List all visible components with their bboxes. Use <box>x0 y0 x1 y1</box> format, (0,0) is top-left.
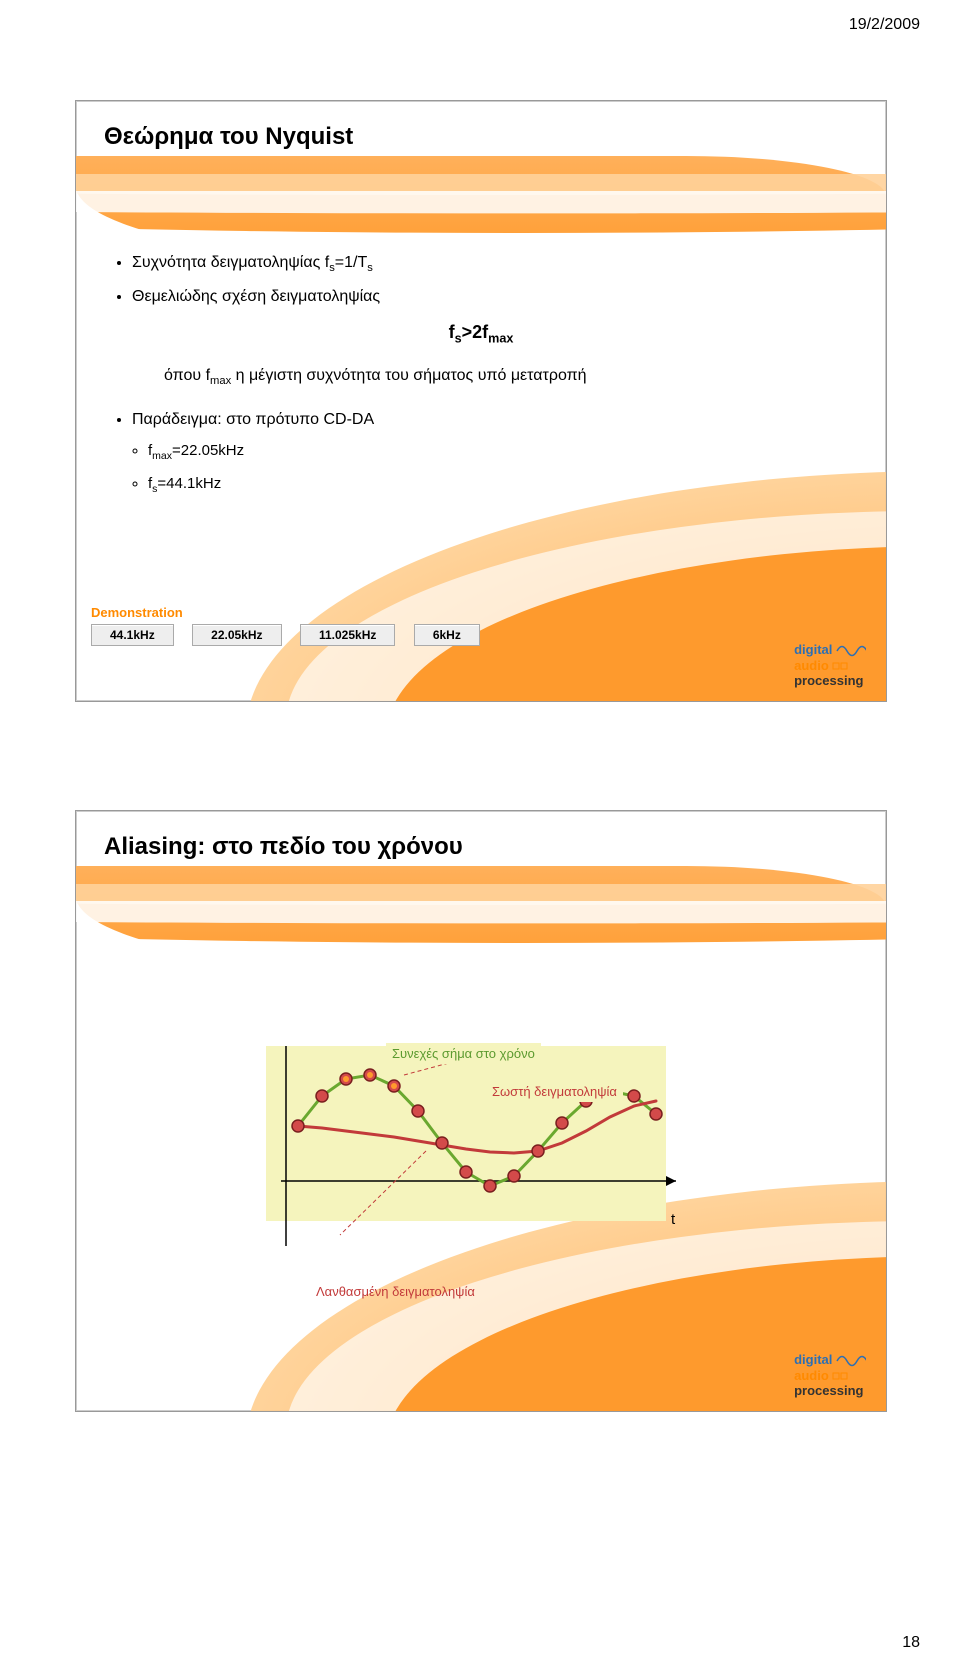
page-date: 19/2/2009 <box>849 16 920 34</box>
logo: digital audio processing <box>794 642 866 689</box>
bullet-fundamental: Θεμελιώδης σχέση δειγματοληψίας <box>132 285 846 309</box>
axis-t-label: t <box>671 1211 675 1228</box>
slide1-content: Συχνότητα δειγματοληψίας fs=1/Ts Θεμελιώ… <box>116 251 846 506</box>
logo-2: digital audio processing <box>794 1352 866 1399</box>
decor-top-swoosh <box>76 156 886 266</box>
bullet-sampling-freq: Συχνότητα δειγματοληψίας fs=1/Ts <box>132 251 846 277</box>
demonstration-label: Demonstration <box>91 605 494 620</box>
bullet-example: Παράδειγμα: στο πρότυπο CD-DA <box>132 408 846 432</box>
decor-top-swoosh-2 <box>76 866 886 976</box>
demo-btn-6khz[interactable]: 6kHz <box>414 624 480 646</box>
slide-aliasing: Aliasing: στο πεδίο του χρόνου Συνεχές σ… <box>75 810 887 1412</box>
slide1-title: Θεώρημα του Nyquist <box>104 123 353 151</box>
demonstration-row: Demonstration 44.1kHz 22.05kHz 11.025kHz… <box>91 605 494 646</box>
slide-nyquist: Θεώρημα του Nyquist Συχνότητα δειγματολη… <box>75 100 887 702</box>
caption-correct: Σωστή δειγματοληψία <box>486 1081 623 1102</box>
waveform-icon <box>836 1354 866 1368</box>
demo-btn-11khz[interactable]: 11.025kHz <box>300 624 395 646</box>
demo-btn-22khz[interactable]: 22.05kHz <box>192 624 281 646</box>
bullet-fs: fs=44.1kHz <box>148 473 846 498</box>
caption-continuous: Συνεχές σήμα στο χρόνο <box>386 1043 541 1064</box>
page-number: 18 <box>902 1634 920 1652</box>
waveform-icon <box>836 644 866 658</box>
slide2-title: Aliasing: στο πεδίο του χρόνου <box>104 833 463 861</box>
bullet-fmax: fmax=22.05kHz <box>148 440 846 465</box>
boxes-icon <box>832 660 852 672</box>
nyquist-formula: fs>2fmax <box>116 319 846 348</box>
demo-btn-44khz[interactable]: 44.1kHz <box>91 624 174 646</box>
bullet-fmax-expl: όπου fmax η μέγιστη συχνότητα του σήματο… <box>164 364 846 390</box>
caption-wrong: Λανθασμένη δειγματοληψία <box>310 1281 481 1302</box>
boxes-icon <box>832 1370 852 1382</box>
aliasing-diagram: Συνεχές σήμα στο χρόνο Σωστή δειγματοληψ… <box>256 1041 706 1331</box>
